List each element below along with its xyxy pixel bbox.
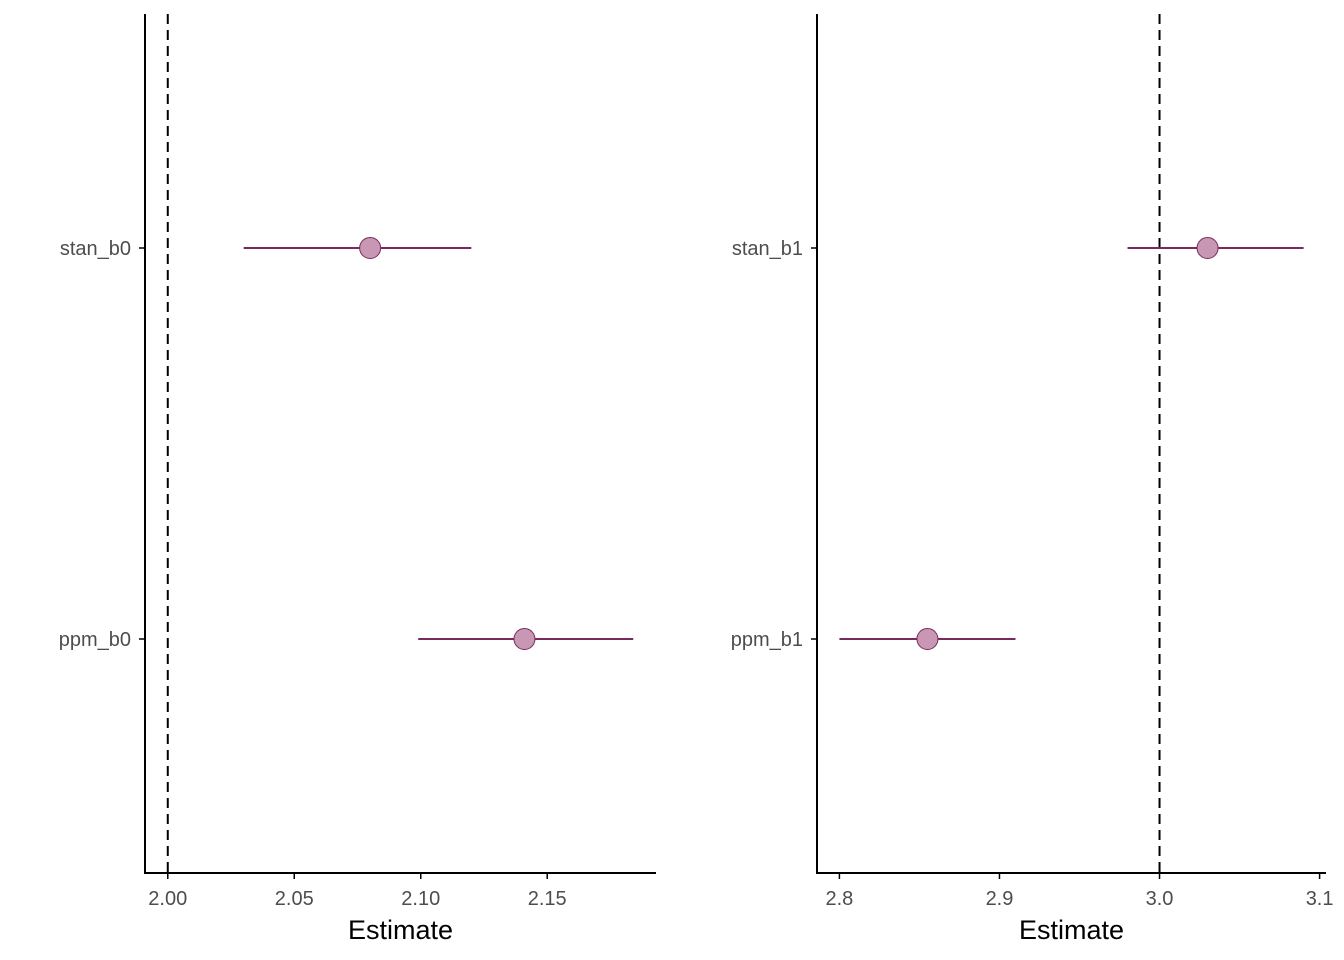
x-axis-title: Estimate [348,915,453,945]
estimate-point-ppm_b1 [916,628,939,650]
x-tick-label: 2.8 [826,888,854,910]
x-tick-label: 3.0 [1146,888,1174,910]
estimate-point-stan_b1 [1196,237,1219,259]
panel-slope: 2.8 2.9 3.0 3.1 Estimate stan_b1 ppm_b1 [731,14,1334,945]
x-tick-label: 2.15 [528,888,567,910]
x-axis-title: Estimate [1019,915,1124,945]
x-tick-label: 2.9 [986,888,1014,910]
x-tick-label: 3.1 [1306,888,1334,910]
x-tick-label: 2.10 [401,888,440,910]
estimate-point-stan_b0 [359,237,382,259]
y-tick-label: ppm_b1 [731,629,803,651]
x-tick-label: 2.00 [148,888,187,910]
x-tick-label: 2.05 [275,888,314,910]
y-tick-label: ppm_b0 [59,629,131,651]
panel-intercept: 2.00 2.05 2.10 2.15 Estimate stan_b0 ppm_b0 [59,14,656,945]
y-tick-label: stan_b0 [60,238,131,260]
y-tick-label: stan_b1 [732,238,803,260]
estimate-point-ppm_b0 [513,628,536,650]
